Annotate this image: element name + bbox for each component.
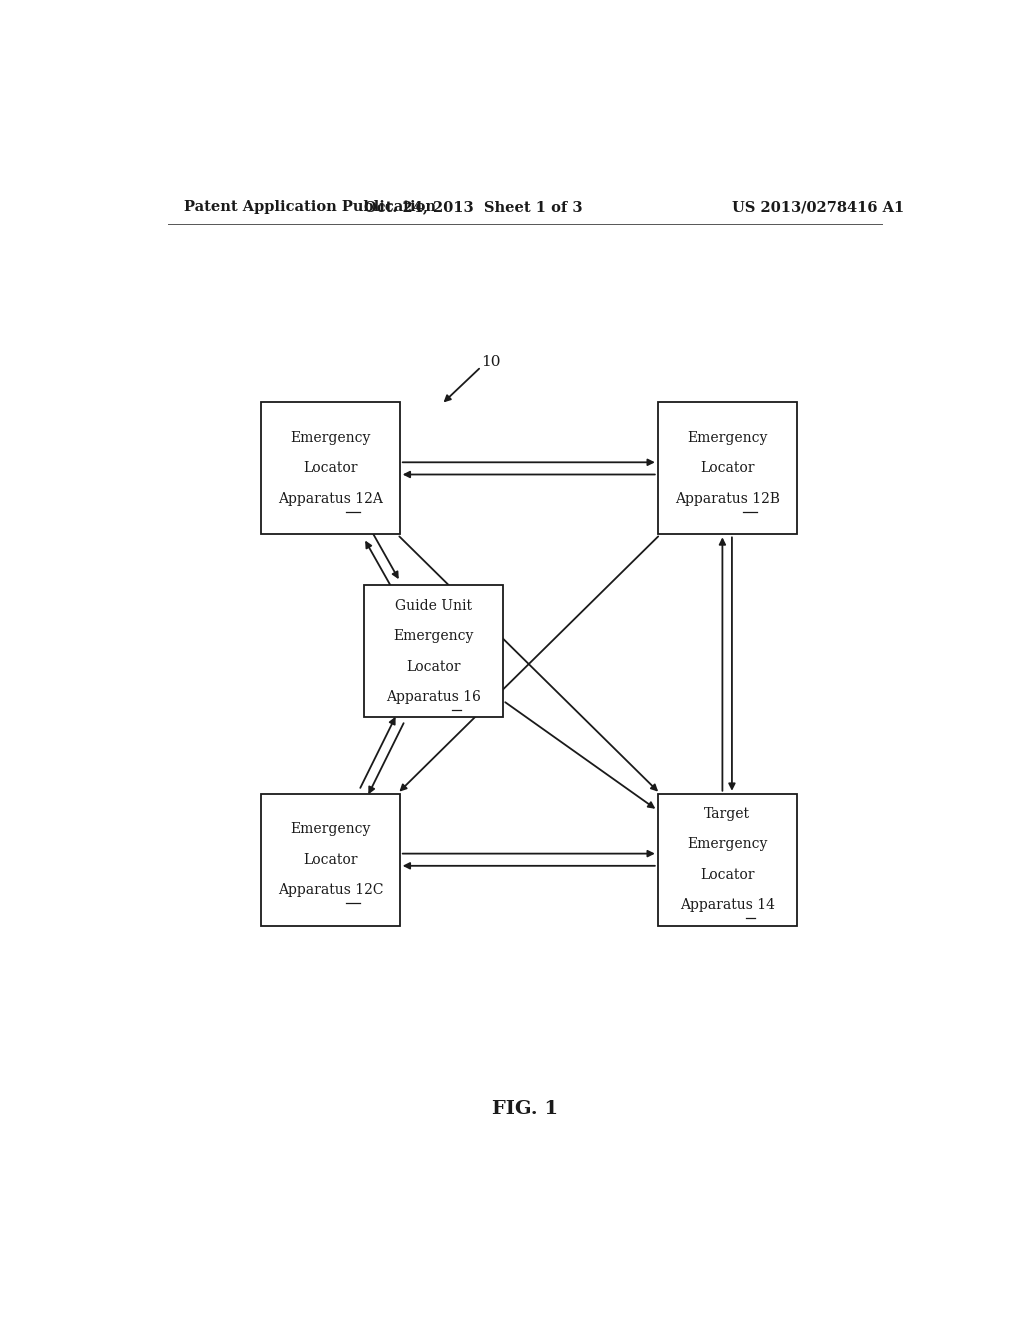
Text: Apparatus 12B: Apparatus 12B <box>675 492 779 506</box>
Text: Emergency: Emergency <box>687 430 767 445</box>
Text: Apparatus 12A: Apparatus 12A <box>278 492 383 506</box>
Text: US 2013/0278416 A1: US 2013/0278416 A1 <box>732 201 904 214</box>
Text: Apparatus 12C: Apparatus 12C <box>278 883 383 898</box>
Text: Guide Unit: Guide Unit <box>395 598 472 612</box>
Text: Emergency: Emergency <box>290 430 371 445</box>
Text: Emergency: Emergency <box>393 630 474 643</box>
Text: 10: 10 <box>481 355 501 368</box>
Text: Locator: Locator <box>303 853 357 867</box>
Bar <box>365 585 503 718</box>
Text: Oct. 24, 2013  Sheet 1 of 3: Oct. 24, 2013 Sheet 1 of 3 <box>364 201 583 214</box>
Text: Locator: Locator <box>303 462 357 475</box>
Text: FIG. 1: FIG. 1 <box>492 1100 558 1118</box>
Text: Patent Application Publication: Patent Application Publication <box>183 201 435 214</box>
Text: Apparatus 14: Apparatus 14 <box>680 899 775 912</box>
Bar <box>657 403 797 535</box>
Text: Locator: Locator <box>700 462 755 475</box>
Text: Target: Target <box>705 807 751 821</box>
Text: Emergency: Emergency <box>687 837 767 851</box>
Text: Apparatus 16: Apparatus 16 <box>386 690 481 704</box>
Text: Emergency: Emergency <box>290 822 371 837</box>
Bar <box>657 793 797 925</box>
Bar <box>261 403 399 535</box>
Bar <box>261 793 399 925</box>
Text: Locator: Locator <box>407 660 461 673</box>
Text: Locator: Locator <box>700 869 755 882</box>
